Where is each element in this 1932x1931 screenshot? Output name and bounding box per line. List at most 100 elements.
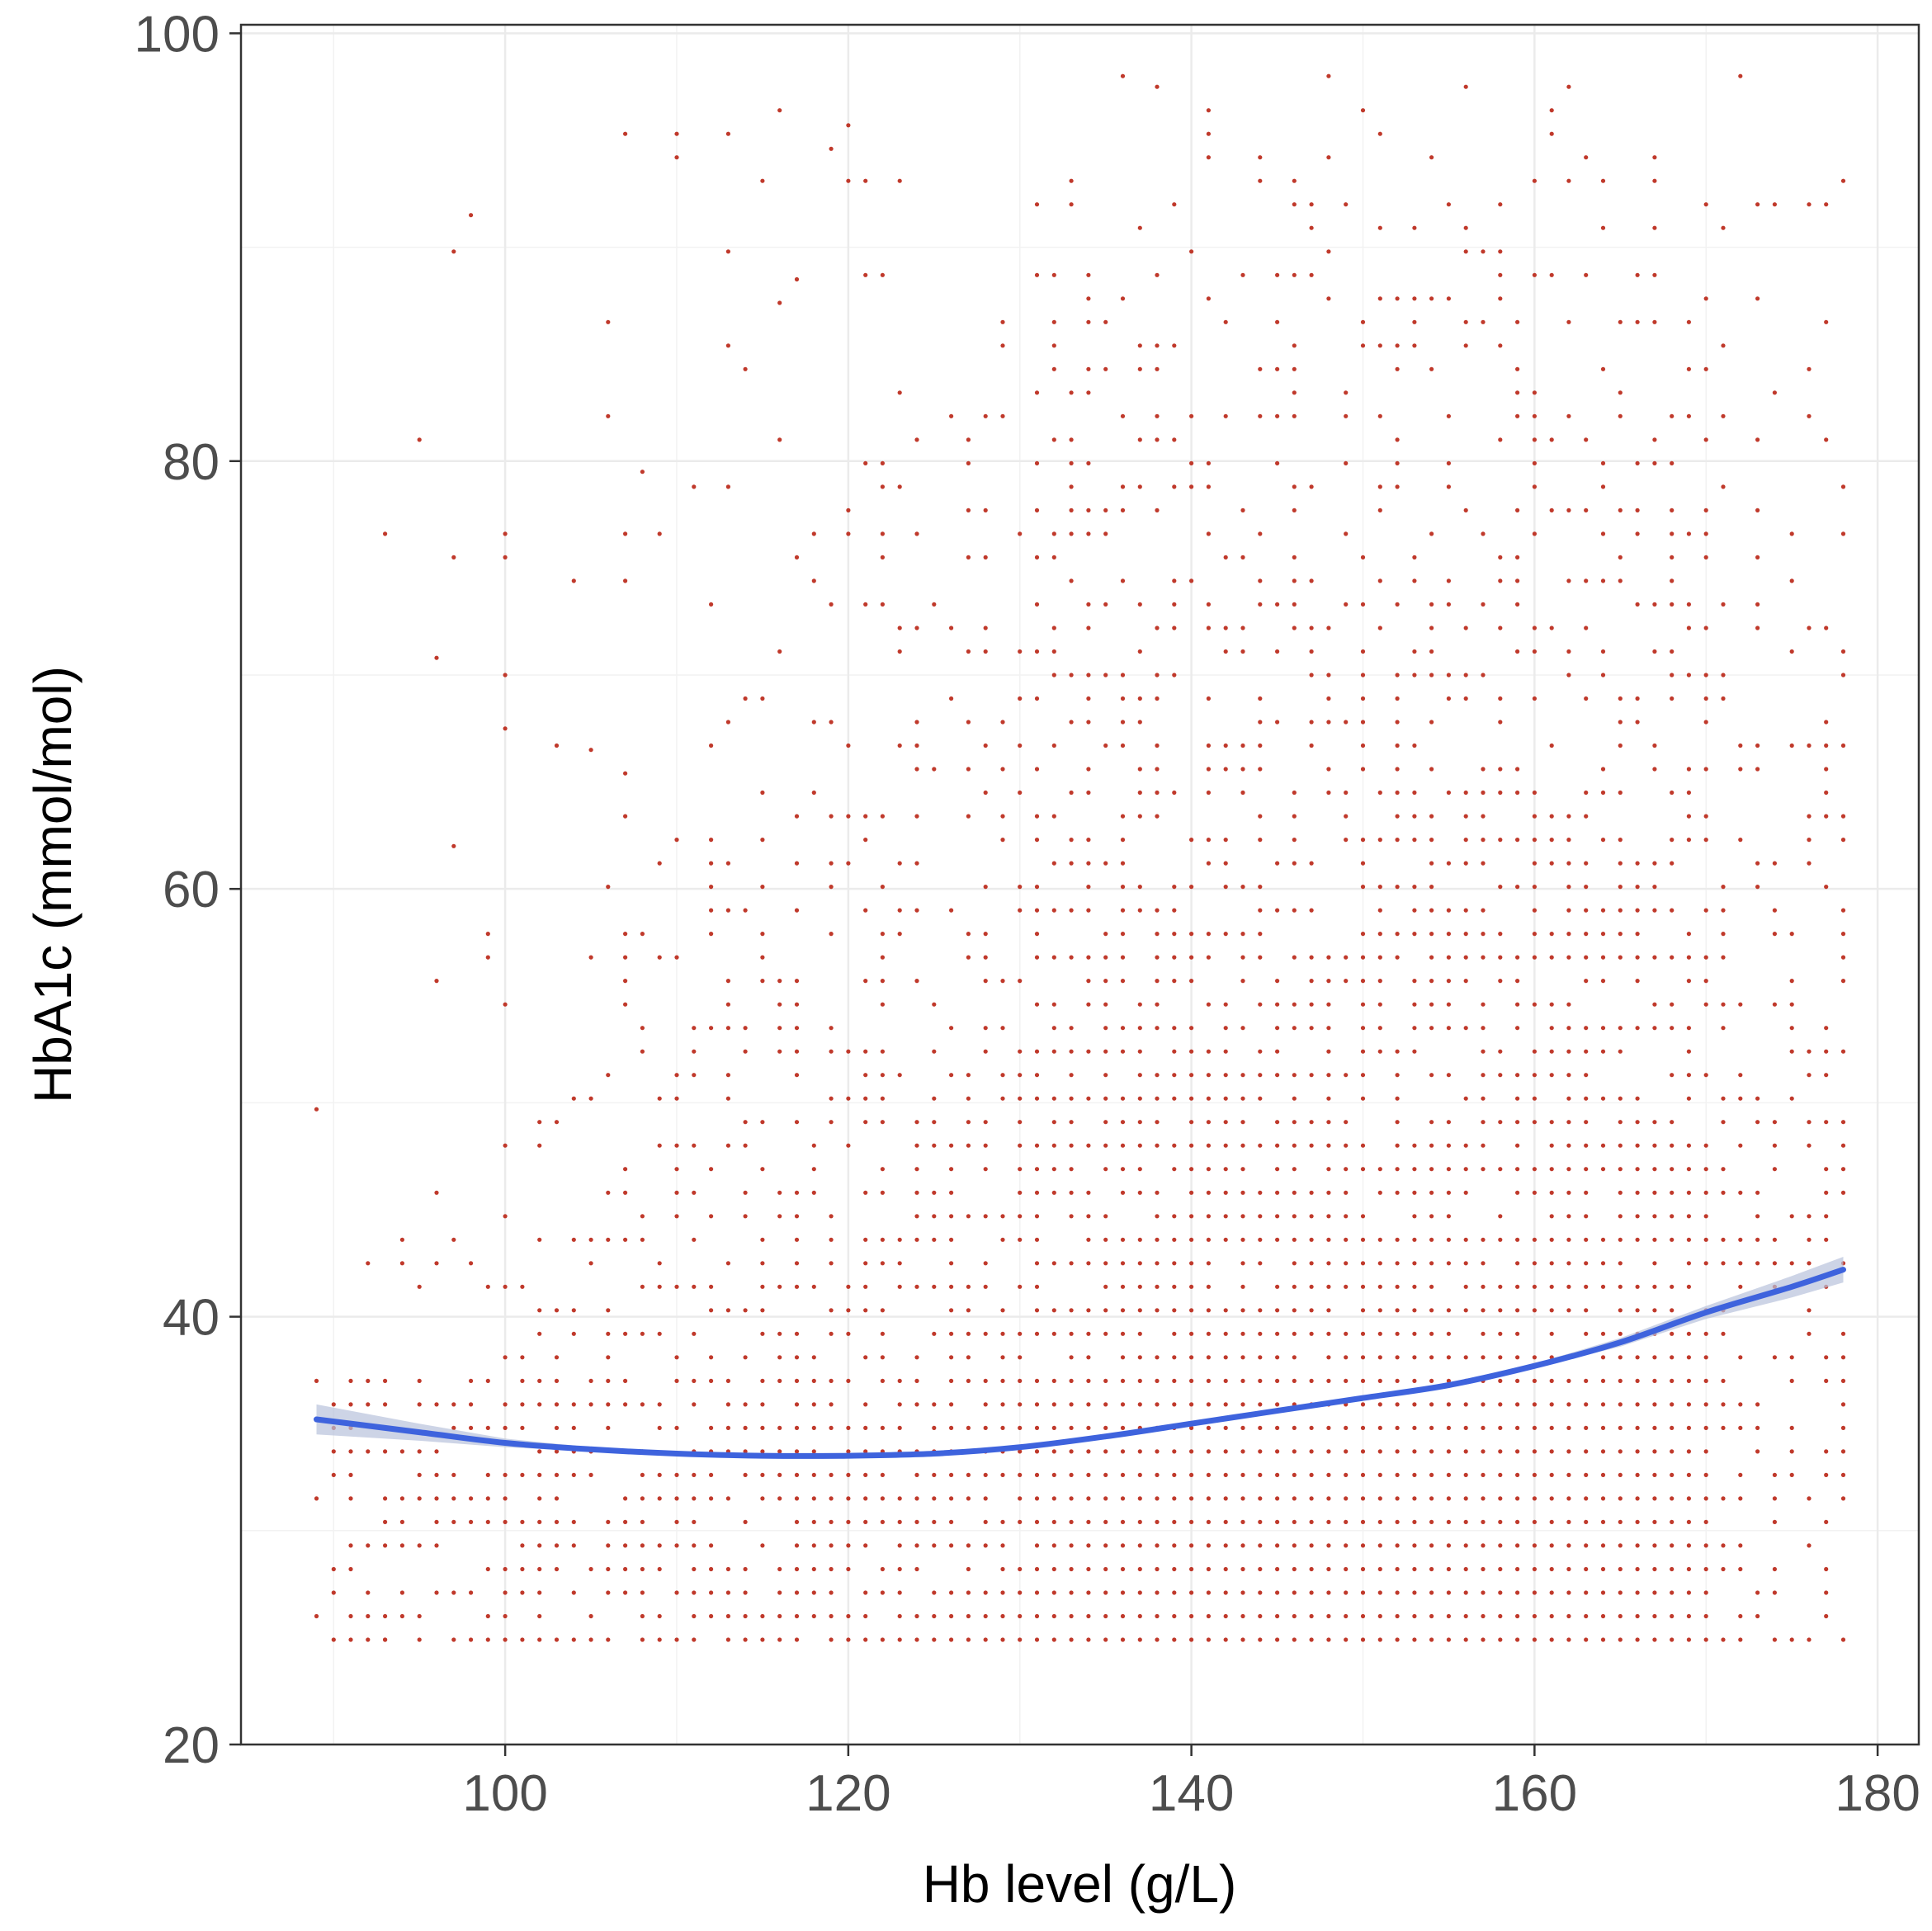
data-point	[1292, 1214, 1297, 1219]
data-point	[1635, 1143, 1640, 1148]
data-point	[1018, 908, 1023, 913]
data-point	[1258, 838, 1263, 843]
data-point	[1240, 1331, 1245, 1336]
data-point	[1703, 1355, 1708, 1360]
data-point	[1103, 1590, 1108, 1595]
data-point	[1429, 366, 1434, 371]
data-point	[829, 1331, 834, 1336]
data-point	[1670, 602, 1675, 607]
data-point	[880, 814, 885, 819]
data-point	[829, 1613, 834, 1619]
data-point	[743, 1049, 748, 1054]
data-point	[1086, 767, 1091, 772]
data-point	[914, 1519, 919, 1524]
data-point	[983, 1637, 988, 1642]
data-point	[1584, 1378, 1589, 1383]
data-point	[674, 1637, 679, 1642]
data-point	[640, 1496, 645, 1501]
data-point	[1395, 602, 1400, 607]
data-point	[1137, 602, 1142, 607]
data-point	[1412, 1519, 1417, 1524]
data-point	[1137, 1284, 1142, 1289]
data-point	[1275, 720, 1280, 725]
data-point	[1446, 908, 1451, 913]
data-point	[1309, 1566, 1314, 1572]
data-point	[1206, 626, 1211, 630]
data-point	[1566, 673, 1571, 678]
data-point	[777, 1002, 782, 1007]
data-point	[1275, 1167, 1280, 1172]
data-point	[1566, 1378, 1571, 1383]
data-point	[1240, 1566, 1245, 1572]
data-point	[743, 1590, 748, 1595]
data-point	[777, 1613, 782, 1619]
data-point	[554, 1425, 560, 1430]
x-axis-ticks: 100 120 140 160 180	[462, 1745, 1920, 1822]
data-point	[1395, 460, 1400, 466]
data-point	[1292, 1190, 1297, 1195]
data-point	[1481, 1425, 1486, 1430]
data-point	[451, 1402, 456, 1407]
data-point	[1515, 555, 1520, 560]
data-point	[1738, 838, 1743, 843]
data-point	[1155, 1190, 1160, 1195]
data-point	[760, 1613, 765, 1619]
data-point	[485, 1472, 490, 1477]
data-point	[640, 932, 645, 937]
data-point	[1155, 1519, 1160, 1524]
data-point	[1807, 1331, 1812, 1336]
data-point	[1034, 1002, 1040, 1007]
data-point	[1326, 1543, 1331, 1548]
data-point	[537, 1378, 542, 1383]
data-point	[314, 1378, 319, 1383]
data-point	[692, 1402, 697, 1407]
data-point	[1051, 272, 1056, 277]
data-point	[1703, 673, 1708, 678]
data-point	[966, 1143, 971, 1148]
data-point	[709, 885, 714, 890]
data-point	[1789, 1214, 1794, 1219]
data-point	[1498, 1214, 1503, 1219]
data-point	[1018, 531, 1023, 536]
data-point	[1309, 1214, 1314, 1219]
data-point	[1703, 720, 1708, 725]
data-point	[485, 1637, 490, 1642]
data-point	[1566, 508, 1571, 513]
data-point	[1034, 767, 1040, 772]
data-point	[1515, 1096, 1520, 1101]
data-point	[777, 1190, 782, 1195]
data-point	[1137, 696, 1142, 701]
data-point	[1172, 1402, 1177, 1407]
data-point	[1326, 696, 1331, 701]
data-point	[880, 932, 885, 937]
data-point	[1034, 272, 1040, 277]
data-point	[1566, 1096, 1571, 1101]
data-point	[1103, 1566, 1108, 1572]
data-point	[709, 1425, 714, 1430]
data-point	[1600, 578, 1606, 583]
data-point	[897, 932, 902, 937]
data-point	[1584, 1449, 1589, 1454]
data-point	[1103, 955, 1108, 960]
data-point	[1069, 1378, 1074, 1383]
data-point	[1189, 1519, 1194, 1524]
data-point	[1652, 1190, 1657, 1195]
data-point	[1240, 1214, 1245, 1219]
data-point	[1549, 1214, 1554, 1219]
data-point	[1120, 955, 1126, 960]
data-point	[1807, 1120, 1812, 1125]
data-point	[1086, 1378, 1091, 1383]
data-point	[1703, 1566, 1708, 1572]
data-point	[503, 1519, 508, 1524]
data-point	[1532, 1355, 1537, 1360]
data-point	[1034, 838, 1040, 843]
data-point	[880, 1331, 885, 1336]
data-point	[1206, 1590, 1211, 1595]
data-point	[1240, 790, 1245, 796]
data-point	[725, 1073, 731, 1078]
data-point	[606, 1566, 611, 1572]
data-point	[1463, 225, 1468, 230]
data-point	[1429, 155, 1434, 160]
data-point	[1498, 979, 1503, 984]
data-point	[1000, 814, 1005, 819]
